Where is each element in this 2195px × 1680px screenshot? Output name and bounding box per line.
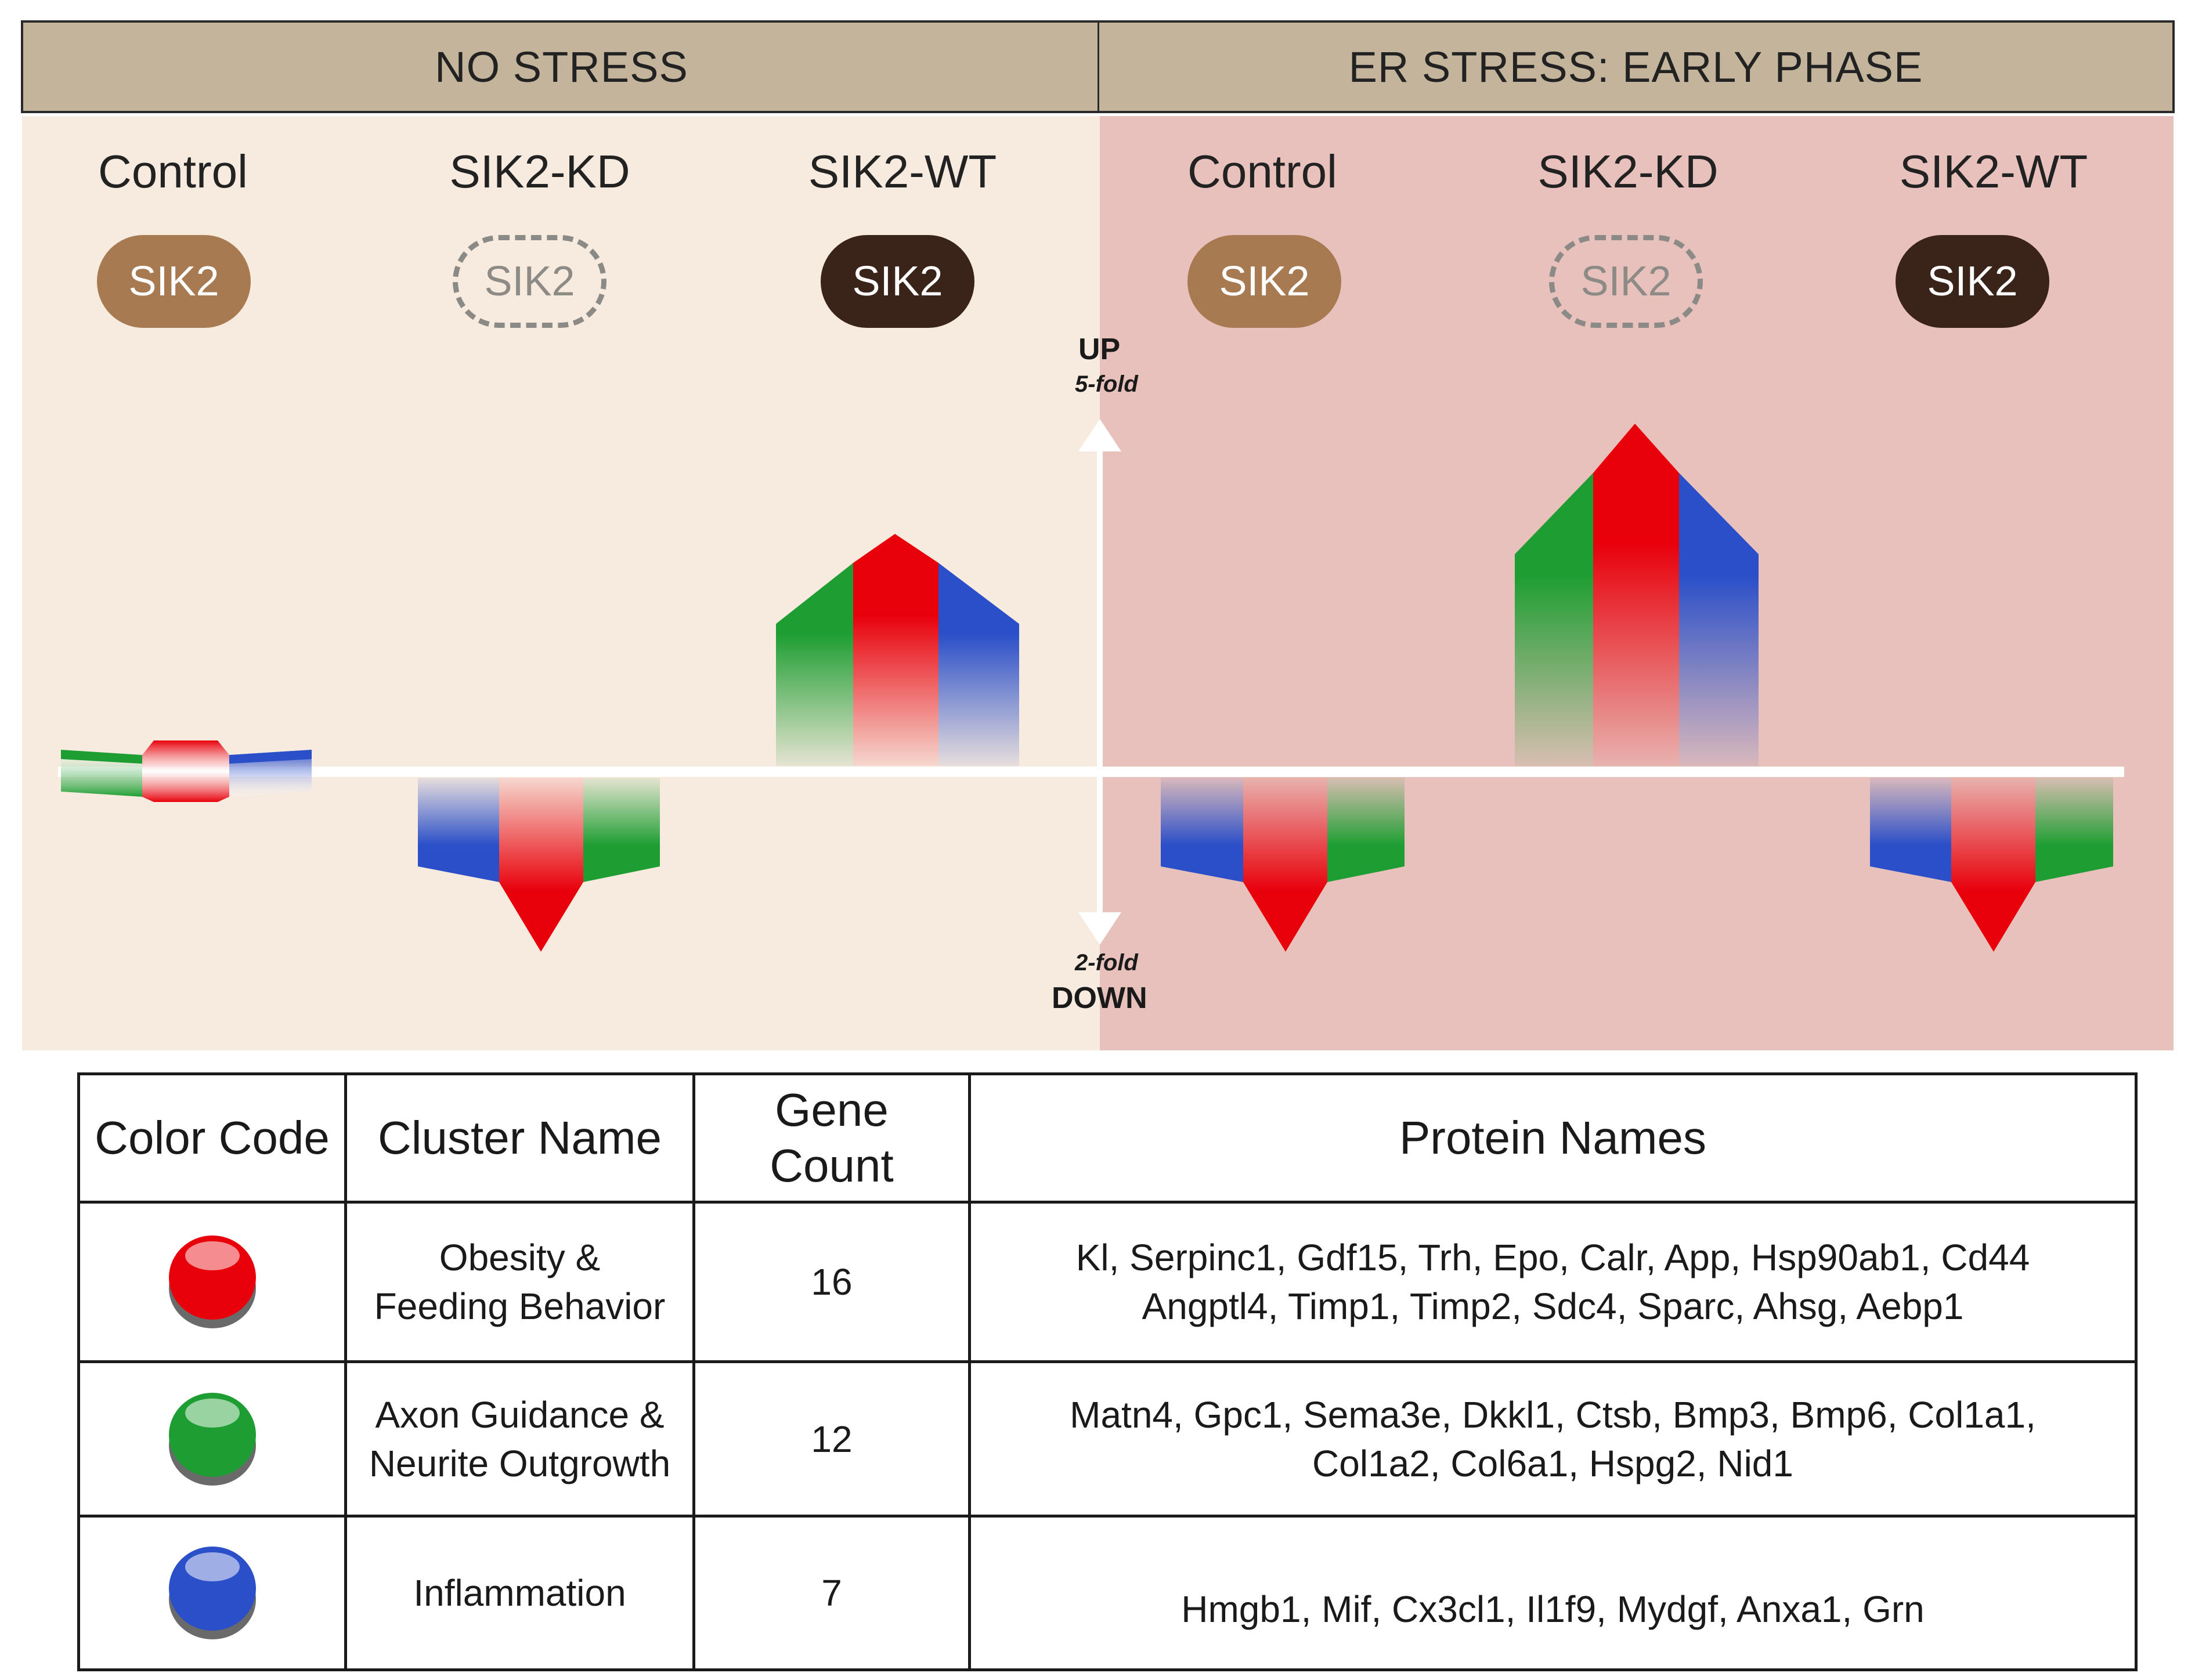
header-cluster-name: Cluster Name [344,1072,695,1204]
arrow-up-icon [1078,419,1121,451]
marker-wt-er-stress [1870,778,2113,952]
color-code-cell [77,1360,347,1518]
axis-down-label: DOWN [1052,981,1147,1015]
header-color-code: Color Code [77,1072,347,1204]
col-title-control-no-stress: Control [98,146,248,197]
protein-names-cell: Matn4, Gpc1, Sema3e, Dkkl1, Ctsb, Bmp3, … [968,1360,2138,1518]
header-protein-names: Protein Names [968,1072,2138,1204]
col-title-kd-no-stress: SIK2-KD [449,146,630,197]
sik2-pill-wt-er-stress: SIK2 [1896,235,2049,328]
axis-down-fold: 2-fold [1075,950,1138,976]
table-row: Axon Guidance & Neurite Outgrowth 12 Mat… [77,1360,2138,1518]
gene-count-cell: 16 [692,1201,971,1364]
blue-ball-icon [168,1546,256,1639]
color-code-cell [77,1514,347,1672]
protein-names-cell: Hmgb1, Mif, Cx3cl1, Il1f9, Mydgf, Anxa1,… [968,1514,2138,1672]
table-row: Obesity & Feeding Behavior 16 Kl, Serpin… [77,1201,2138,1364]
sik2-pill-wt-no-stress: SIK2 [821,235,974,328]
col-title-kd-er-stress: SIK2-KD [1537,146,1719,197]
sik2-pill-control-no-stress: SIK2 [97,235,251,328]
gene-count-cell: 7 [692,1514,971,1672]
arrow-down-icon [1078,912,1121,945]
color-code-cell [77,1201,347,1364]
marker-kd-no-stress [418,778,660,952]
header-no-stress: NO STRESS [21,20,1102,113]
red-ball-icon [168,1235,256,1329]
col-title-wt-er-stress: SIK2-WT [1899,146,2088,197]
sik2-pill-kd-er-stress: SIK2 [1549,235,1703,328]
marker-control-er-stress [1161,778,1405,952]
axis-up-label: UP [1078,333,1121,366]
expression-figure: NO STRESS ER STRESS: EARLY PHASE Control… [21,20,2175,1050]
cluster-name-cell: Inflammation [344,1514,695,1672]
expression-arrows [61,419,2113,952]
col-title-control-er-stress: Control [1187,146,1337,197]
cluster-legend-table: Color Code Cluster Name Gene Count Prote… [77,1072,2138,1672]
header-gene-count: Gene Count [692,1072,971,1204]
axis-up-fold: 5-fold [1075,371,1138,397]
cluster-name-cell: Axon Guidance & Neurite Outgrowth [344,1360,695,1518]
col-title-wt-no-stress: SIK2-WT [808,146,997,197]
header-er-stress: ER STRESS: EARLY PHASE [1098,20,2175,113]
protein-names-cell: Kl, Serpinc1, Gdf15, Trh, Epo, Calr, App… [968,1201,2138,1364]
marker-kd-er-stress [1515,424,1759,766]
marker-control-no-stress [61,740,312,802]
cluster-name-cell: Obesity & Feeding Behavior [344,1201,695,1364]
marker-wt-no-stress [776,534,1019,766]
table-header-row: Color Code Cluster Name Gene Count Prote… [77,1072,2138,1204]
sik2-pill-kd-no-stress: SIK2 [453,235,606,328]
table-row: Inflammation 7 Hmgb1, Mif, Cx3cl1, Il1f9… [77,1514,2138,1672]
gene-count-cell: 12 [692,1360,971,1518]
sik2-pill-control-er-stress: SIK2 [1187,235,1341,328]
green-ball-icon [168,1392,256,1486]
